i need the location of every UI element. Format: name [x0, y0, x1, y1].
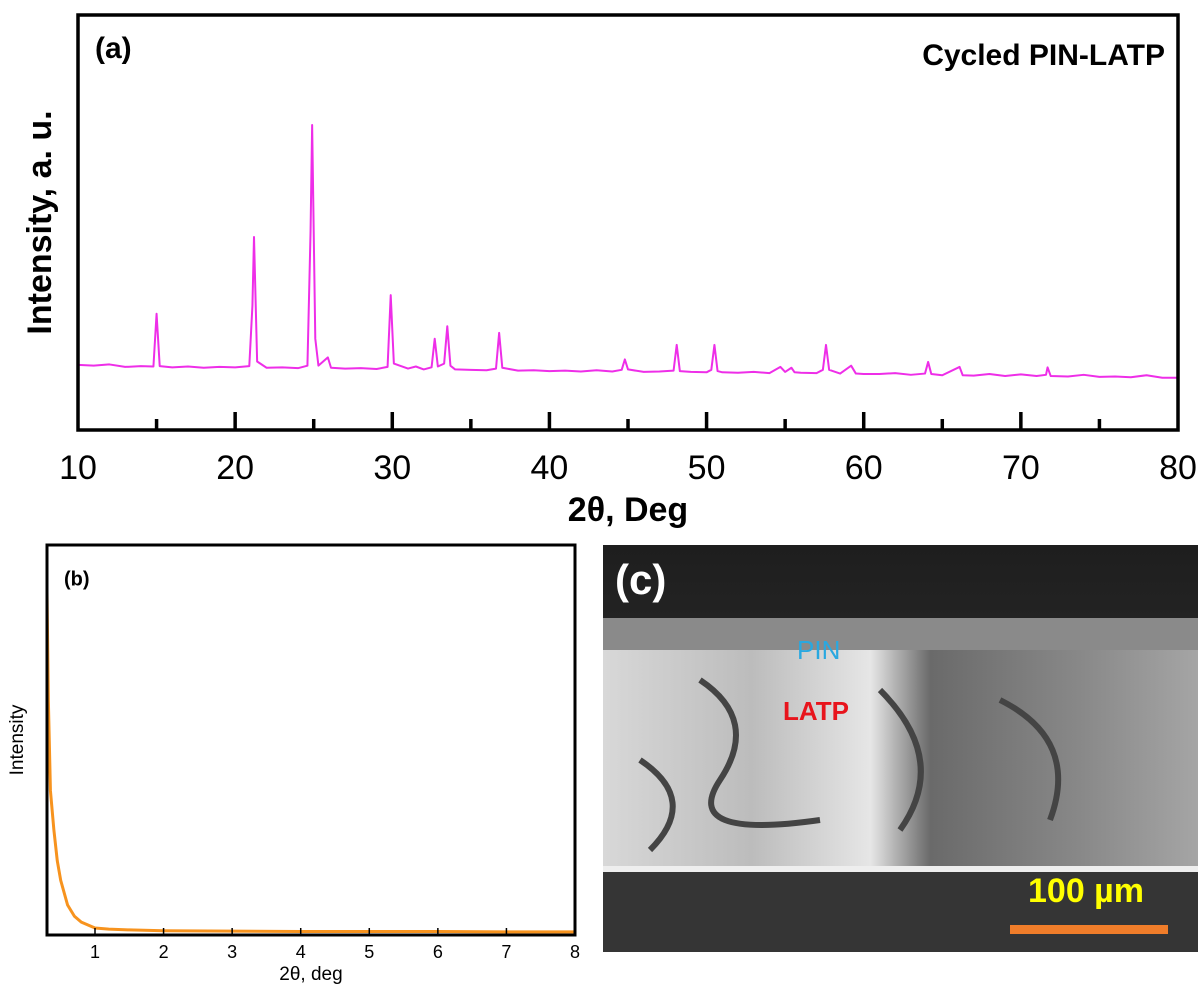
latp-layer — [603, 650, 1198, 868]
x-tick-label: 70 — [1002, 449, 1040, 487]
panel-label: (b) — [64, 568, 90, 590]
x-tick-label: 8 — [570, 942, 580, 962]
pin-layer — [603, 618, 1198, 652]
x-tick-label: 80 — [1159, 449, 1197, 487]
sem-panel: (c) PIN LATP 100 µm — [603, 545, 1198, 952]
texture — [638, 677, 1062, 853]
chart-title: Cycled PIN-LATP — [922, 39, 1165, 72]
panel-label: (a) — [95, 32, 132, 65]
x-tick-label: 50 — [688, 449, 726, 487]
layer-label: LATP — [783, 696, 849, 726]
bottom-edge — [603, 866, 1198, 872]
x-tick-label: 30 — [373, 449, 411, 487]
x-tick-label: 4 — [296, 942, 306, 962]
x-tick-label: 6 — [433, 942, 443, 962]
x-tick-label: 7 — [501, 942, 511, 962]
y-axis-title: Intensity, a. u. — [21, 110, 59, 334]
x-tick-label: 10 — [59, 449, 97, 487]
x-tick-label: 60 — [845, 449, 883, 487]
x-axis-title: 2θ, Deg — [568, 491, 688, 529]
y-axis-title: Intensity — [7, 704, 28, 775]
x-tick-label: 20 — [216, 449, 254, 487]
x-tick-label: 5 — [364, 942, 374, 962]
x-tick-label: 2 — [159, 942, 169, 962]
data-line — [77, 123, 1178, 379]
plot-frame — [76, 13, 1180, 432]
plot-frame — [45, 543, 577, 937]
x-axis-title: 2θ, deg — [279, 964, 342, 985]
layer-label: PIN — [797, 635, 840, 665]
x-tick-label: 40 — [531, 449, 569, 487]
scale-bar-label: 100 µm — [1028, 872, 1144, 910]
x-tick-label: 1 — [90, 942, 100, 962]
substrate — [603, 872, 1198, 952]
scale-bar — [1010, 925, 1168, 934]
panel-label: (c) — [615, 556, 666, 603]
data-line — [45, 591, 575, 934]
x-tick-label: 3 — [227, 942, 237, 962]
